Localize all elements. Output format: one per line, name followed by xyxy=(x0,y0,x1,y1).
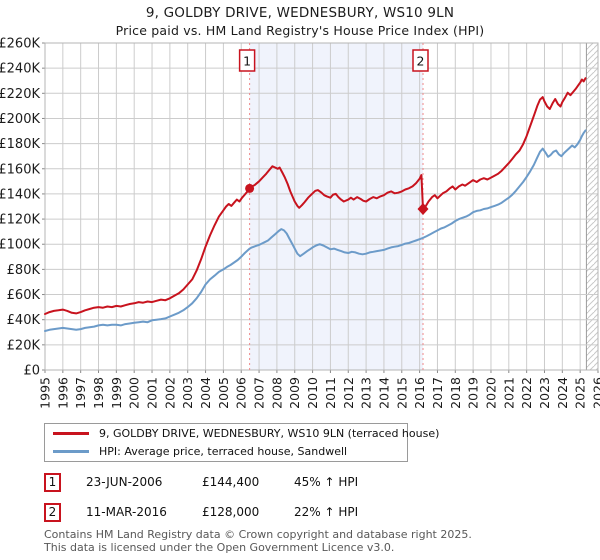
y-axis-label: £260K xyxy=(0,37,40,52)
x-axis-label: 2009 xyxy=(287,377,302,409)
license-footer-line1: Contains HM Land Registry data © Crown c… xyxy=(44,528,472,541)
x-axis-label: 2023 xyxy=(537,377,552,409)
x-axis-label: 2017 xyxy=(430,377,445,409)
property-line-swatch xyxy=(53,432,89,435)
y-axis-label: £40K xyxy=(7,313,41,328)
x-axis-label: 2012 xyxy=(341,377,356,409)
sale-1-marker xyxy=(245,183,255,193)
hpi-legend-label: HPI: Average price, terraced house, Sand… xyxy=(99,445,348,458)
sale-2-row: 2 11-MAR-2016 £128,000 22% ↑ HPI xyxy=(44,503,424,523)
price-history-chart: 1995 1996 1997 1998 1999 2000 2001 2002 2003 2004… xyxy=(0,37,600,409)
x-axis-label: 2005 xyxy=(216,377,231,409)
x-axis-label: 2013 xyxy=(359,377,374,409)
x-axis-label: 2004 xyxy=(198,377,213,409)
sale-2-flag-number: 2 xyxy=(417,54,425,69)
x-axis-label: 2014 xyxy=(376,377,391,409)
plot-border xyxy=(44,42,599,371)
license-footer: Contains HM Land Registry data © Crown c… xyxy=(44,528,584,555)
sale-2-flag xyxy=(412,49,429,72)
sale-1-row: 1 23-JUN-2006 £144,400 45% ↑ HPI xyxy=(44,473,424,493)
sale-1-price: £144,400 xyxy=(202,475,260,489)
sale-2-price: £128,000 xyxy=(202,505,260,519)
x-axis-label: 2015 xyxy=(394,377,409,409)
y-axis-label: £160K xyxy=(0,162,40,177)
y-axis-label: £80K xyxy=(7,263,41,278)
x-axis-label: 2018 xyxy=(448,377,463,409)
y-axis-label: £60K xyxy=(7,288,41,303)
legend-item-hpi: HPI: Average price, terraced house, Sand… xyxy=(45,443,407,460)
x-axis-label: 2001 xyxy=(145,377,160,409)
property-price-line xyxy=(44,77,587,315)
x-axis-label: 2000 xyxy=(127,377,142,409)
y-axis-label: £120K xyxy=(0,213,40,228)
future-hatch-band xyxy=(586,43,598,370)
chart-legend: 9, GOLDBY DRIVE, WEDNESBURY, WS10 9LN (t… xyxy=(44,423,439,462)
sale-2-marker xyxy=(417,203,429,216)
hpi-average-line xyxy=(44,129,587,332)
x-axis-label: 2019 xyxy=(466,377,481,409)
license-footer-line2: This data is licensed under the Open Gov… xyxy=(44,541,395,555)
y-axis-label: £140K xyxy=(0,187,40,202)
sale-1-flag xyxy=(238,49,256,72)
y-axis-label: £220K xyxy=(0,87,40,102)
x-axis-label: 2020 xyxy=(483,377,498,409)
sale-2-marker-badge: 2 xyxy=(44,503,61,522)
x-axis-label: 1995 xyxy=(38,377,53,409)
x-axis-label: 2010 xyxy=(305,377,320,409)
y-axis-label: £0 xyxy=(23,364,40,379)
sale-1-hpi-delta: 45% ↑ HPI xyxy=(294,475,359,489)
x-axis-label: 2021 xyxy=(501,377,516,409)
y-axis-label: £100K xyxy=(0,238,40,253)
sale-2-hpi-delta: 22% ↑ HPI xyxy=(294,505,359,519)
x-axis-label: 2002 xyxy=(162,377,177,409)
x-axis-label: 1999 xyxy=(109,377,124,409)
x-axis-label: 2003 xyxy=(180,377,195,409)
x-axis-label: 1996 xyxy=(55,377,70,409)
x-axis-label: 1998 xyxy=(91,377,106,409)
sale-1-date: 23-JUN-2006 xyxy=(86,475,163,489)
x-axis-label: 1997 xyxy=(73,377,88,409)
sale-1-flag-number: 1 xyxy=(243,54,251,69)
x-axis-label: 2024 xyxy=(555,377,570,409)
page-title: 9, GOLDBY DRIVE, WEDNESBURY, WS10 9LN xyxy=(145,5,455,21)
x-axis-label: 2011 xyxy=(323,377,338,409)
property-legend-label: 9, GOLDBY DRIVE, WEDNESBURY, WS10 9LN (t… xyxy=(99,427,440,440)
x-axis-label: 2007 xyxy=(252,377,267,409)
hpi-line-swatch xyxy=(53,450,89,453)
y-axis-label: £240K xyxy=(0,62,40,77)
page-subtitle: Price paid vs. HM Land Registry's House … xyxy=(115,23,485,38)
x-axis-label: 2006 xyxy=(234,377,249,409)
x-axis-label: 2022 xyxy=(519,377,534,409)
sale-2-date: 11-MAR-2016 xyxy=(86,505,167,519)
x-axis-label: 2025 xyxy=(573,377,588,409)
sale-1-marker-badge: 1 xyxy=(44,473,61,492)
x-axis-label: 2026 xyxy=(591,377,600,409)
x-axis-label: 2008 xyxy=(269,377,284,409)
legend-item-property: 9, GOLDBY DRIVE, WEDNESBURY, WS10 9LN (t… xyxy=(45,425,439,442)
y-axis-label: £20K xyxy=(7,338,41,353)
y-axis-label: £180K xyxy=(0,137,40,152)
between-sales-shading xyxy=(249,43,424,370)
x-axis-label: 2016 xyxy=(412,377,427,409)
y-axis-label: £200K xyxy=(0,112,40,127)
